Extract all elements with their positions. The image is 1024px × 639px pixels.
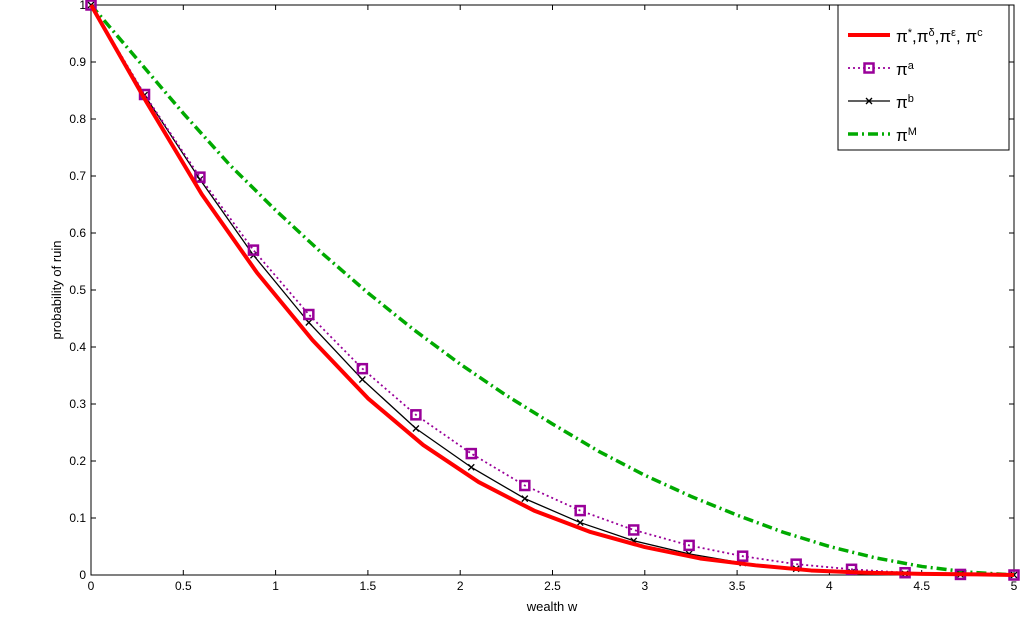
- x-tick-label: 1: [272, 579, 279, 593]
- x-tick-label: 3.5: [729, 579, 746, 593]
- x-tick-label: 0.5: [175, 579, 192, 593]
- data-point: [412, 425, 420, 432]
- x-tick-label: 0: [88, 579, 95, 593]
- y-tick-label: 0.7: [69, 169, 86, 183]
- x-tick-label: 4.5: [913, 579, 930, 593]
- y-tick-label: 0.9: [69, 55, 86, 69]
- data-point: [736, 550, 749, 562]
- data-point: [305, 319, 313, 326]
- x-tick-label: 5: [1011, 579, 1018, 593]
- y-tick-label: 1: [79, 0, 86, 12]
- y-tick-label: 0.8: [69, 112, 86, 126]
- y-tick-label: 0.6: [69, 226, 86, 240]
- y-tick-label: 0.2: [69, 454, 86, 468]
- data-point: [358, 376, 366, 383]
- legend-marker: [863, 62, 875, 74]
- data-point: [627, 524, 640, 536]
- y-tick-label: 0.4: [69, 340, 86, 354]
- x-axis: 0 0.5 1 1.5 2 2.5 3 3.5 4 4.5 5: [88, 5, 1018, 593]
- series-3: [89, 3, 1015, 577]
- legend-label: πM: [896, 126, 917, 145]
- legend-marker: [865, 97, 873, 105]
- legend-label: π*,πδ,πε, πc: [896, 27, 983, 46]
- x-tick-label: 4: [826, 579, 833, 593]
- x-tick-label: 3: [641, 579, 648, 593]
- y-tick-label: 0: [79, 568, 86, 582]
- legend-entry: πM: [848, 126, 917, 145]
- y-tick-label: 0.5: [69, 283, 86, 297]
- data-point: [683, 539, 695, 552]
- legend-entry: πa: [848, 60, 915, 79]
- data-point: [467, 463, 475, 471]
- data-point: [576, 519, 584, 527]
- data-point: [519, 479, 531, 492]
- x-axis-title: wealth w: [526, 599, 578, 614]
- data-point: [247, 244, 260, 256]
- data-point: [465, 447, 478, 460]
- data-point: [521, 495, 529, 503]
- legend-entry: π*,πδ,πε, πc: [848, 27, 983, 46]
- data-point: [85, 0, 97, 11]
- data-point: [303, 308, 315, 321]
- legend-box: [837, 4, 1010, 151]
- y-axis: 0 0.1 0.2 0.3 0.4 0.5 0.6 0.7 0.8 0.9 1: [69, 0, 1014, 582]
- legend: π*,πδ,πε, πc πa πb πM: [837, 4, 1010, 151]
- data-point: [194, 171, 206, 183]
- series-layer: [85, 0, 1020, 581]
- series-0: [89, 4, 1015, 577]
- legend-label: πb: [896, 93, 914, 112]
- series-line: [89, 4, 1015, 577]
- x-tick-label: 2: [457, 579, 464, 593]
- x-tick-label: 1.5: [360, 579, 377, 593]
- legend-label: πa: [896, 60, 915, 79]
- data-point: [356, 362, 369, 375]
- series-line: [90, 4, 1015, 576]
- y-tick-label: 0.1: [69, 511, 86, 525]
- y-tick-label: 0.3: [69, 397, 86, 411]
- data-point: [410, 409, 422, 421]
- x-tick-label: 2.5: [544, 579, 561, 593]
- y-axis-title: probability of ruin: [49, 241, 64, 340]
- legend-entry: πb: [848, 93, 914, 112]
- data-point: [574, 504, 586, 517]
- series-line: [89, 3, 1015, 577]
